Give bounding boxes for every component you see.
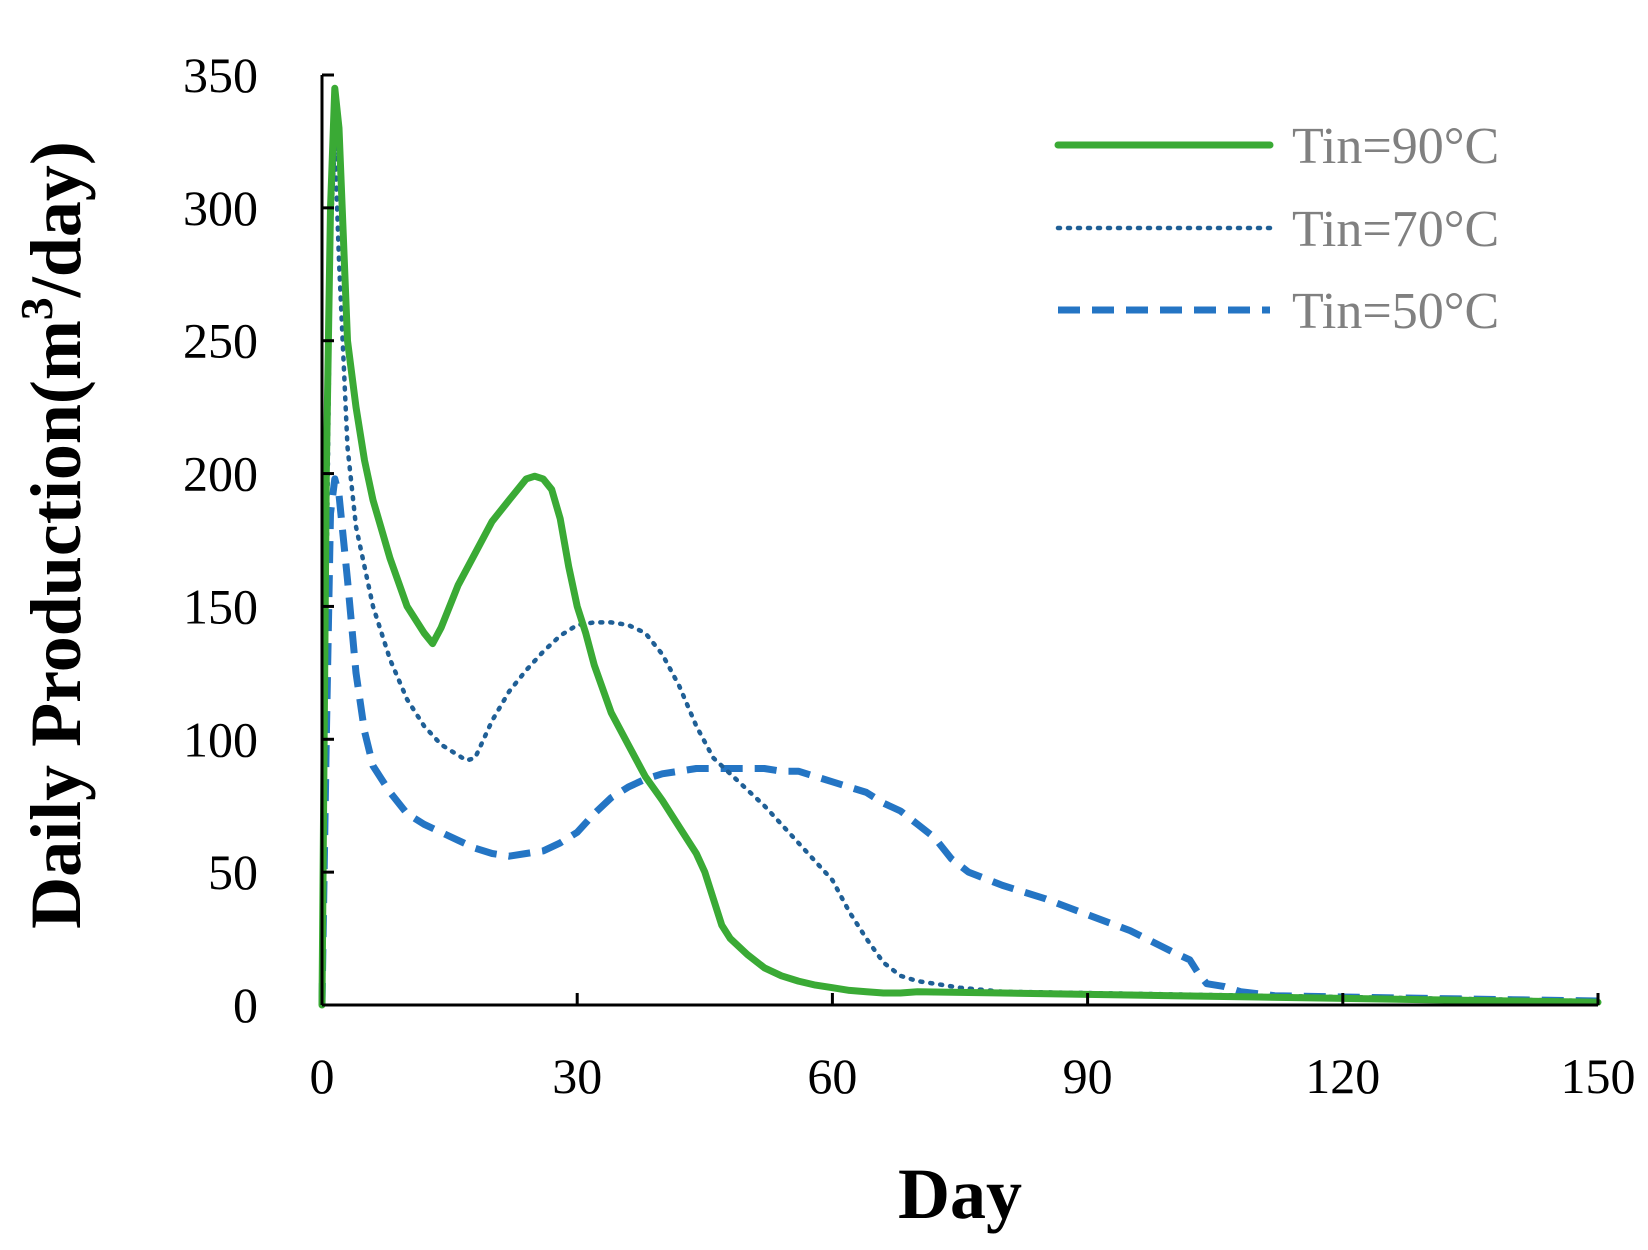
legend-label-1: Tin=90°C xyxy=(1292,118,1499,175)
legend-label-3: Tin=50°C xyxy=(1292,283,1499,340)
x-tick-label: 0 xyxy=(310,1048,335,1104)
y-tick-label: 300 xyxy=(183,180,258,236)
y-axis-title-tail: /day) xyxy=(16,141,96,298)
ticks-layer: 0 50 100 150 200 250 300 350 0 30 60 90 120 150 xyxy=(183,47,1636,1104)
series-layer xyxy=(318,84,1602,1009)
x-tick-label: 120 xyxy=(1305,1048,1380,1104)
legend-label-2: Tin=70°C xyxy=(1292,201,1499,258)
y-tick-label: 350 xyxy=(183,47,258,103)
series-line-1 xyxy=(318,84,1602,1009)
x-tick-label: 90 xyxy=(1063,1048,1113,1104)
y-tick-label: 150 xyxy=(183,578,258,634)
x-tick-label: 30 xyxy=(552,1048,602,1104)
series-line-2 xyxy=(319,139,1601,1008)
y-axis-title-main: Daily Production(m xyxy=(16,320,96,929)
y-axis-title: Daily Production(m3/day) xyxy=(11,141,96,929)
y-tick-label: 0 xyxy=(233,977,258,1033)
y-tick-label: 250 xyxy=(183,313,258,369)
y-tick-label: 100 xyxy=(183,711,258,767)
legend: Tin=90°C Tin=70°C Tin=50°C xyxy=(1054,118,1499,340)
y-axis-title-superscript: 3 xyxy=(11,297,62,320)
y-tick-label: 200 xyxy=(183,446,258,502)
y-tick-label: 50 xyxy=(208,844,258,900)
x-axis-title: Day xyxy=(898,1154,1022,1234)
x-tick-label: 150 xyxy=(1561,1048,1636,1104)
x-tick-label: 60 xyxy=(807,1048,857,1104)
series-line-3 xyxy=(318,475,1599,1006)
